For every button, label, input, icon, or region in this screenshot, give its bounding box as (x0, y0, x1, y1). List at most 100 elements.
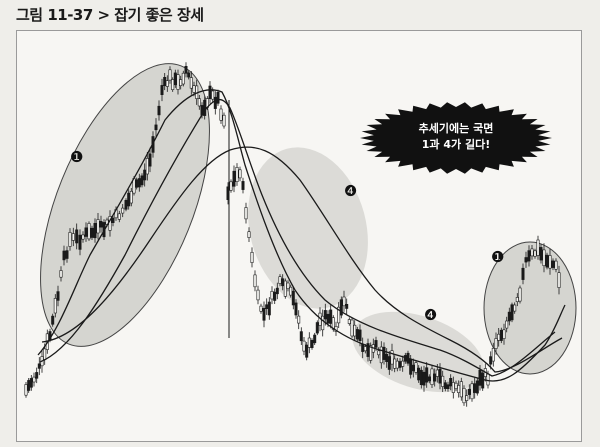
phase-marker: ❹ (424, 306, 437, 324)
candle-body (377, 350, 381, 356)
ma-short-line (37, 89, 566, 382)
candle-body (342, 296, 346, 307)
candle-body (289, 286, 293, 296)
candle-body (294, 302, 298, 316)
candle-body (286, 282, 290, 289)
candle-body (291, 290, 295, 306)
candle-body (111, 217, 115, 224)
candle-body (366, 343, 370, 357)
candle-body (449, 377, 453, 387)
candle-body (121, 207, 125, 214)
candle-body (241, 181, 245, 190)
candle-body (148, 153, 152, 167)
candle-body (542, 249, 546, 266)
candle-body (307, 337, 311, 348)
candle-body (262, 307, 266, 321)
candle-body (32, 376, 36, 383)
candle-body (451, 382, 455, 393)
candle-body (310, 339, 314, 348)
candle-body (530, 248, 534, 257)
candle-body (467, 388, 471, 395)
candle-body (358, 329, 362, 341)
candle-body (283, 280, 287, 297)
ma-mid-line (39, 98, 556, 377)
candle-body (446, 384, 450, 390)
candle-body (430, 368, 434, 385)
candle-body (545, 254, 549, 268)
candle-body (232, 170, 236, 187)
candle-body (457, 385, 461, 393)
candle-body (533, 250, 537, 257)
candle-body (414, 362, 418, 373)
candle-body (385, 353, 389, 363)
candle-body (302, 340, 306, 352)
candle-body (127, 192, 131, 207)
candle-body (417, 367, 421, 381)
candle-body (441, 375, 445, 387)
candle-body (68, 232, 72, 247)
candle-body (382, 346, 386, 360)
candle-body (176, 74, 180, 90)
candle-body (521, 267, 525, 280)
candle-body (398, 361, 402, 368)
candle-body (181, 72, 185, 85)
candle-body (259, 305, 263, 312)
candle-body (491, 347, 495, 362)
candle-body (211, 90, 215, 100)
candle-body (347, 319, 351, 324)
candle-body (24, 384, 28, 396)
candle-body (329, 309, 333, 324)
candle-body (235, 167, 239, 183)
candle-body (51, 315, 55, 325)
candle-body (454, 382, 458, 390)
candle-body (59, 270, 63, 278)
candle-body (513, 304, 517, 312)
moving-averages (37, 89, 566, 382)
candle-body (315, 322, 319, 334)
candle-body (393, 358, 397, 369)
candle-body (363, 346, 367, 352)
candle-body (299, 331, 303, 342)
candle-body (369, 345, 373, 361)
candle-body (173, 72, 177, 86)
candle-body (305, 344, 309, 358)
candle-body (160, 85, 164, 96)
candle-body (350, 319, 354, 337)
candle-body (425, 367, 429, 383)
candle-body (53, 298, 57, 314)
candle-body (518, 287, 522, 302)
candle-body (197, 98, 201, 107)
candle-body (470, 383, 474, 400)
candle-body (250, 252, 254, 263)
candle-body (321, 315, 325, 331)
candle-body (323, 310, 327, 320)
candle-body (334, 325, 338, 332)
candle-body (527, 250, 531, 262)
candle-body (165, 80, 169, 87)
candle-body (433, 373, 437, 382)
candle-body (145, 158, 149, 175)
candle-body (507, 311, 511, 322)
candle-body (339, 299, 343, 316)
candle-body (497, 333, 501, 341)
candle-body (387, 356, 391, 370)
candle-body (270, 290, 274, 300)
candle-body (135, 179, 139, 188)
candle-body (473, 383, 477, 393)
candle-body (281, 278, 285, 287)
candles (24, 62, 561, 407)
ma-long-line (41, 146, 563, 373)
candle-body (163, 77, 167, 87)
callout-line-2: 1과 4가 길다! (421, 138, 491, 151)
candle-body (192, 85, 196, 93)
callout-burst (360, 102, 552, 174)
candle-body (96, 219, 100, 234)
candle-body (422, 371, 426, 386)
candle-body (297, 315, 301, 324)
candle-body (238, 169, 242, 179)
candle-body (62, 250, 66, 261)
candle-body (219, 108, 223, 121)
candle-body (244, 207, 248, 220)
candle-body (187, 72, 191, 78)
phase-marker: ❶ (70, 148, 83, 166)
